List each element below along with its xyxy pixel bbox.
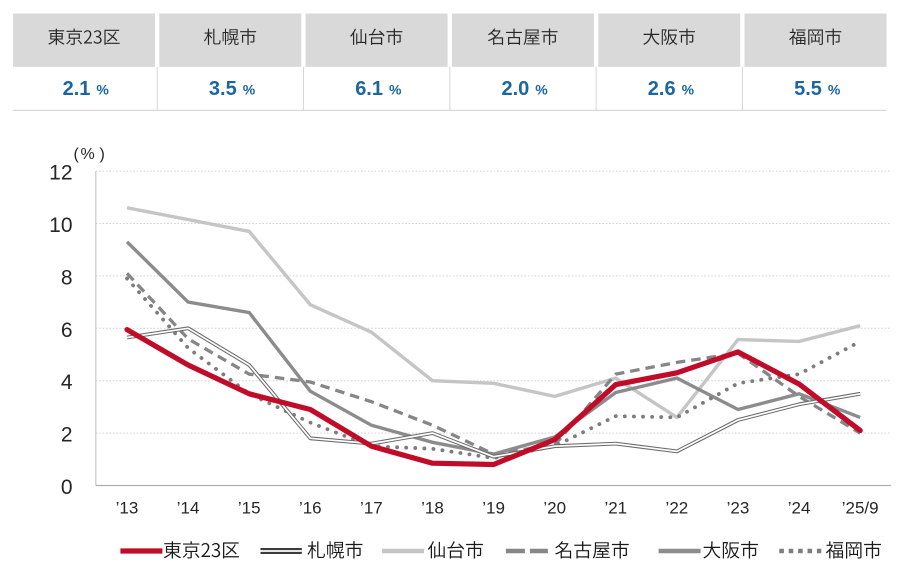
svg-text:%: %: [243, 82, 256, 98]
svg-text:’18: ’18: [421, 499, 444, 518]
svg-text:%: %: [535, 82, 548, 98]
svg-text:2.1: 2.1: [63, 78, 91, 100]
svg-text:’14: ’14: [177, 499, 200, 518]
svg-text:%: %: [96, 82, 109, 98]
svg-text:5.5: 5.5: [794, 78, 822, 100]
svg-text:’25/9: ’25/9: [842, 499, 879, 518]
svg-text:’19: ’19: [482, 499, 505, 518]
svg-text:6: 6: [61, 319, 73, 342]
svg-text:3.5: 3.5: [209, 78, 237, 100]
svg-text:4: 4: [61, 371, 73, 394]
svg-text:’17: ’17: [360, 499, 383, 518]
svg-text:’22: ’22: [666, 499, 689, 518]
svg-text:’23: ’23: [727, 499, 750, 518]
svg-text:12: 12: [49, 162, 72, 185]
svg-text:’13: ’13: [116, 499, 139, 518]
svg-text:%: %: [828, 82, 841, 98]
svg-text:’24: ’24: [788, 499, 811, 518]
svg-text:’21: ’21: [604, 499, 627, 518]
svg-text:10: 10: [49, 214, 72, 237]
svg-text:0: 0: [61, 476, 73, 499]
svg-text:6.1: 6.1: [355, 78, 383, 100]
svg-text:’15: ’15: [238, 499, 261, 518]
svg-text:8: 8: [61, 266, 73, 289]
svg-text:%: %: [682, 82, 695, 98]
svg-text:’20: ’20: [543, 499, 566, 518]
svg-text:2.0: 2.0: [502, 78, 530, 100]
svg-text:’16: ’16: [299, 499, 322, 518]
svg-text:%: %: [389, 82, 402, 98]
svg-text:(: (: [74, 146, 80, 163]
svg-text:): ): [100, 146, 105, 163]
svg-text:2: 2: [61, 424, 73, 447]
svg-text:2.6: 2.6: [648, 78, 676, 100]
svg-text:%: %: [81, 146, 95, 163]
